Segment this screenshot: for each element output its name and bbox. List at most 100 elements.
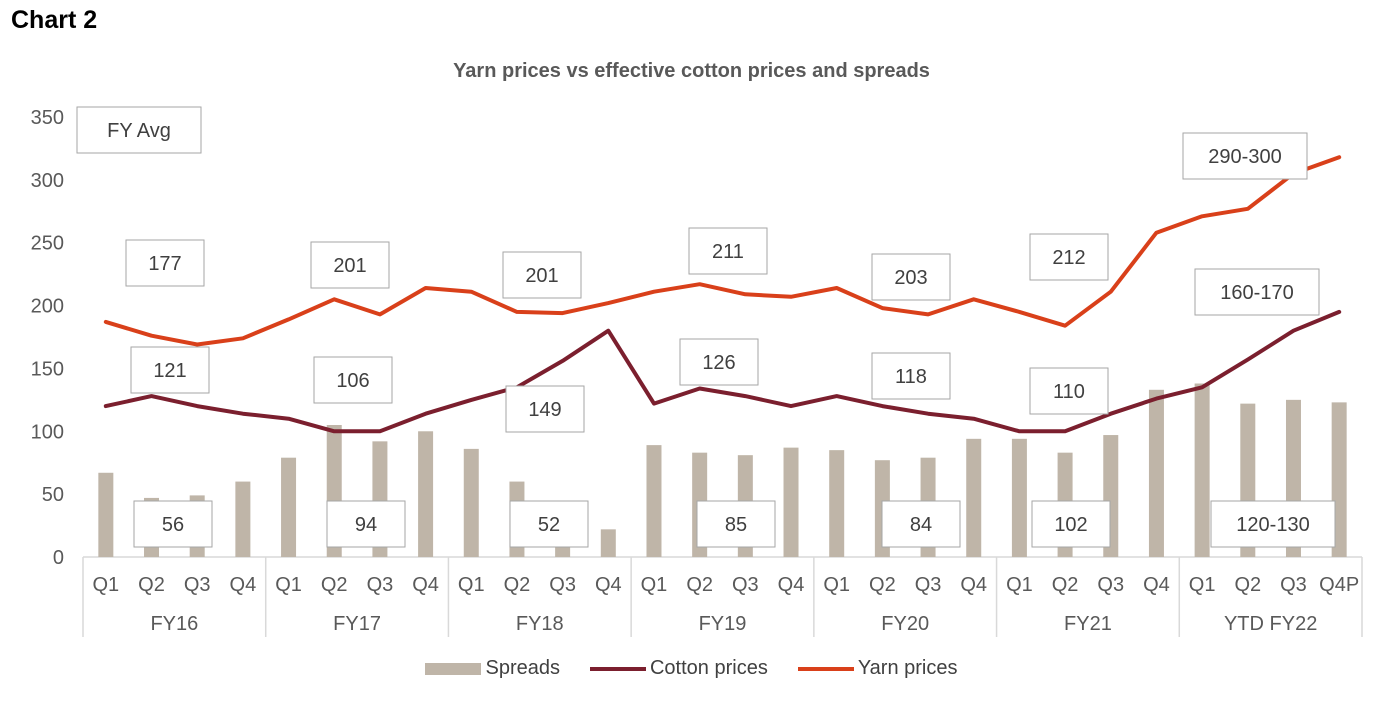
fy-avg-yarn-text: 201 xyxy=(333,255,366,277)
y-tick-label: 150 xyxy=(31,358,64,380)
spread-bar xyxy=(463,448,479,557)
fy-avg-cotton-text: 126 xyxy=(702,352,735,374)
y-tick-label: 50 xyxy=(42,484,64,506)
group-label: FY17 xyxy=(333,613,381,635)
fy-avg-spreads-box xyxy=(1210,500,1336,548)
fy-avg-cotton-box xyxy=(313,356,393,404)
x-tick-label: Q3 xyxy=(1097,574,1124,596)
y-tick-label: 200 xyxy=(31,296,64,318)
fy-avg-boxes: FY Avg 177 201 201 211 203 212 290-300 121 106 149… xyxy=(76,106,1336,548)
x-tick-label: Q1 xyxy=(641,574,668,596)
fy-avg-cotton-text: 149 xyxy=(528,399,561,421)
spread-bar xyxy=(1011,438,1027,557)
fy-avg-cotton-box xyxy=(1029,367,1109,415)
price-lines xyxy=(103,155,1342,434)
group-label: YTD FY22 xyxy=(1224,613,1317,635)
chart-number-label: Chart 2 xyxy=(11,6,98,34)
fy-avg-cotton-box xyxy=(130,346,210,394)
group-label: FY16 xyxy=(150,613,198,635)
spread-bar xyxy=(646,445,662,557)
spread-bar xyxy=(966,438,982,557)
x-tick-label: Q1 xyxy=(823,574,850,596)
fy-avg-cotton-text: 160-170 xyxy=(1220,282,1293,304)
fy-avg-cotton-text: 118 xyxy=(895,366,927,388)
legend-label-yarn: Yarn prices xyxy=(857,657,958,679)
fy-avg-cotton-box xyxy=(871,352,951,400)
fy-avg-label-box xyxy=(76,106,202,154)
fy-avg-yarn-text: 212 xyxy=(1052,247,1085,269)
x-tick-label: Q1 xyxy=(92,574,119,596)
x-tick-label: Q1 xyxy=(1006,574,1033,596)
x-tick-label: Q4 xyxy=(1143,574,1170,596)
x-tick-label: Q2 xyxy=(138,574,165,596)
axes-layer: 0 50 100 150 200 250 300 350 Q1 Q2 Q3 Q4 Q1 Q2 Q3 Q4 Q1 Q… xyxy=(31,107,1363,637)
fy-avg-spreads-text: 94 xyxy=(355,514,377,536)
x-tick-label: Q1 xyxy=(458,574,485,596)
x-tick-label: Q4 xyxy=(595,574,622,596)
fy-avg-yarn-box xyxy=(125,239,205,287)
group-label: FY19 xyxy=(699,613,747,635)
fy-avg-spreads-text: 85 xyxy=(725,514,747,536)
x-tick-label: Q3 xyxy=(1280,574,1307,596)
fy-avg-spreads-text: 56 xyxy=(162,514,184,536)
y-tick-label: 100 xyxy=(31,421,64,443)
legend-swatch-yarn xyxy=(797,666,854,671)
x-tick-label: Q3 xyxy=(549,574,576,596)
y-tick-label: 250 xyxy=(31,233,64,255)
fy-avg-yarn-box xyxy=(310,241,390,289)
x-tick-label: Q2 xyxy=(686,574,713,596)
x-tick-label: Q1 xyxy=(275,574,302,596)
fy-avg-yarn-box xyxy=(1182,132,1308,180)
y-tick-label: 350 xyxy=(31,107,64,129)
legend-swatch-spreads xyxy=(425,662,482,675)
chart-title: Yarn prices vs effective cotton prices a… xyxy=(453,60,930,82)
fy-avg-yarn-box xyxy=(1029,233,1109,281)
fy-avg-spreads-text: 52 xyxy=(538,514,560,536)
fy-avg-spreads-text: 102 xyxy=(1054,514,1087,536)
x-tick-label: Q2 xyxy=(504,574,531,596)
fy-avg-yarn-text: 201 xyxy=(525,265,558,287)
group-label: FY20 xyxy=(881,613,929,635)
x-tick-label: Q3 xyxy=(915,574,942,596)
spread-bar xyxy=(600,529,616,557)
spread-bar xyxy=(829,450,845,557)
fy-avg-yarn-box xyxy=(688,227,768,275)
legend-item-spreads: Spreads xyxy=(425,657,560,680)
fy-avg-spreads-box xyxy=(696,500,776,548)
fy-avg-yarn-box xyxy=(502,251,582,299)
x-tick-label: Q3 xyxy=(184,574,211,596)
fy-avg-spreads-text: 84 xyxy=(910,514,932,536)
legend-swatch-cotton xyxy=(589,666,646,671)
x-tick-label: Q2 xyxy=(1052,574,1079,596)
x-tick-label: Q3 xyxy=(367,574,394,596)
x-tick-label: Q4 xyxy=(778,574,805,596)
group-label: FY18 xyxy=(516,613,564,635)
y-tick-label: 0 xyxy=(53,547,64,569)
fy-avg-label-text: FY Avg xyxy=(107,120,171,142)
fy-avg-spreads-box xyxy=(133,500,213,548)
fy-avg-spreads-box xyxy=(1031,500,1111,548)
yarn-prices-line xyxy=(103,155,1342,347)
fy-avg-spreads-text: 120-130 xyxy=(1236,514,1309,536)
fy-avg-cotton-box xyxy=(679,338,759,386)
x-tick-label: Q3 xyxy=(732,574,759,596)
spread-bar xyxy=(98,472,114,557)
fy-avg-spreads-box xyxy=(509,500,589,548)
fy-avg-cotton-text: 121 xyxy=(153,360,186,382)
x-tick-label: Q2 xyxy=(321,574,348,596)
y-tick-label: 300 xyxy=(31,170,64,192)
fy-avg-yarn-text: 177 xyxy=(148,253,181,275)
fy-avg-yarn-box xyxy=(871,253,951,301)
legend-item-yarn: Yarn prices xyxy=(797,657,958,680)
fy-avg-cotton-box xyxy=(505,385,585,433)
legend-item-cotton: Cotton prices xyxy=(589,657,768,680)
fy-avg-cotton-box xyxy=(1194,268,1320,316)
spread-bar xyxy=(281,457,297,557)
x-tick-label: Q4 xyxy=(230,574,257,596)
spread-bar xyxy=(418,431,434,557)
legend-label-cotton: Cotton prices xyxy=(649,657,768,679)
x-tick-label: Q4 xyxy=(412,574,439,596)
x-tick-label: Q1 xyxy=(1189,574,1216,596)
x-tick-label: Q2 xyxy=(1234,574,1261,596)
